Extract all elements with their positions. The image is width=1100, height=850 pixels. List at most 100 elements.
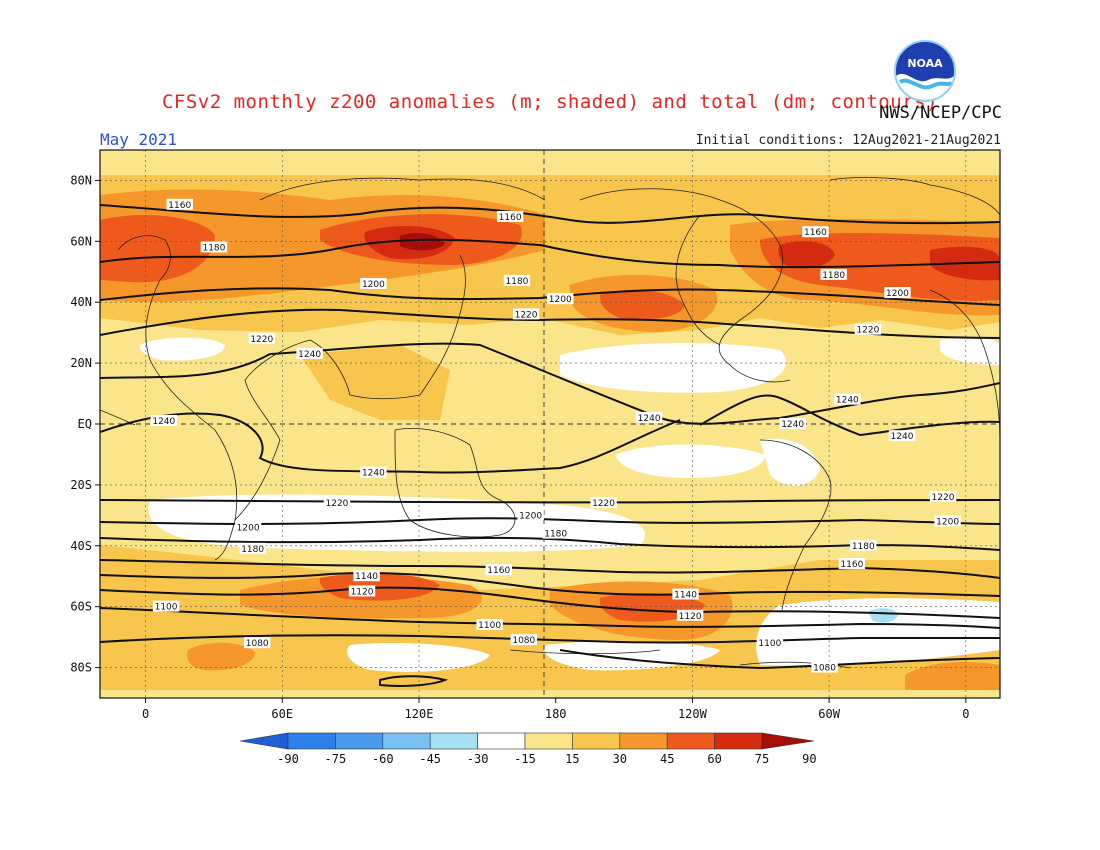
contour-label: 1100 [155, 603, 178, 613]
logo-text: NOAA [907, 57, 943, 70]
contour-label-bg [779, 418, 806, 429]
contour-label: 1180 [506, 277, 529, 287]
colorbar-bin [335, 732, 384, 750]
contour-label-bg [323, 497, 351, 509]
colorbar-label: 60 [707, 752, 721, 766]
contour-label-bg [248, 332, 275, 344]
contour-label-bg [756, 637, 784, 649]
contour-label-bg [496, 210, 524, 222]
x-tick-label: 60W [818, 707, 840, 721]
contour-label: 1240 [152, 417, 175, 427]
initial-conditions: Initial conditions: 12Aug2021-21Aug2021 [695, 133, 1001, 148]
contour-label: 1160 [168, 201, 191, 211]
y-tick-label: 60S [70, 600, 92, 614]
contour-label-bg [503, 274, 531, 286]
colorbar-label: 15 [565, 752, 579, 766]
contour-label: 1240 [362, 469, 385, 479]
contour-label-bg [802, 226, 829, 238]
chart-title: CFSv2 monthly z200 anomalies (m; shaded)… [161, 91, 939, 113]
y-tick-label: 20S [70, 478, 92, 492]
contour-label: 1220 [856, 326, 879, 336]
contour-label-bg [590, 497, 617, 509]
contour-label: 1160 [840, 560, 863, 570]
contour-label-bg [850, 539, 877, 551]
contour-label: 1220 [932, 493, 955, 503]
y-tick-label: 80S [70, 661, 92, 675]
y-tick-label: EQ [78, 417, 92, 431]
contour-label: 1220 [515, 310, 538, 320]
contour-label-bg [547, 293, 574, 305]
colorbar-label: -45 [419, 752, 441, 766]
contour-label-bg [834, 393, 861, 405]
contour-label: 1080 [246, 639, 269, 649]
colorbar-bin [761, 732, 815, 750]
y-tick-label: 40N [70, 295, 92, 309]
colorbar-label: -90 [277, 752, 299, 766]
contour-label-bg [353, 570, 380, 582]
noaa-logo: NOAA [894, 40, 956, 102]
colorbar-bin [287, 732, 336, 750]
colorbar-bin [477, 732, 526, 750]
contour-label-bg [244, 637, 271, 649]
contour-label-bg [542, 527, 569, 539]
contour-label: 1220 [592, 499, 615, 509]
contour-label-bg [200, 241, 228, 253]
colorbar-bin [666, 732, 715, 750]
contour-label-bg [166, 198, 193, 210]
valid-month: May 2021 [100, 130, 178, 149]
contour-label: 1220 [250, 335, 273, 345]
contour-label: 1220 [326, 499, 349, 509]
contour-label-bg [152, 600, 180, 612]
contour-label-bg [676, 609, 704, 621]
contour-label-bg [811, 661, 838, 673]
colorbar-label: 75 [755, 752, 769, 766]
x-axis-ticks: 0 60E 120E 180 120W 60W 0 [142, 698, 969, 721]
contour-label: 1180 [241, 545, 264, 555]
y-tick-label: 20N [70, 356, 92, 370]
contour-label: 1240 [638, 414, 661, 424]
x-tick-label: 120E [405, 707, 434, 721]
height-contours [100, 204, 1000, 687]
colorbar-bin [429, 732, 478, 750]
colorbar-label: -30 [467, 752, 489, 766]
contour-label: 1180 [852, 542, 875, 552]
colorbar-label: -75 [325, 752, 347, 766]
agency-label: NWS/NCEP/CPC [879, 103, 1002, 123]
contour-label: 1160 [487, 566, 510, 576]
colorbar-label: -15 [514, 752, 536, 766]
contour-label-bg [485, 564, 512, 576]
contour-label-bg [360, 466, 387, 478]
colorbar-label: 30 [613, 752, 627, 766]
contour-label-bg [512, 308, 540, 320]
contour-label: 1200 [237, 524, 260, 534]
y-tick-label: 60N [70, 234, 92, 248]
x-tick-label: 120W [678, 707, 708, 721]
contour-label-bg [234, 521, 262, 533]
contour-label: 1080 [512, 636, 535, 646]
contour-label-bg [348, 585, 376, 597]
contour-label-bg [517, 509, 544, 521]
colorbar-bin [524, 732, 573, 750]
contour-label-bg [150, 414, 177, 426]
y-tick-label: 40S [70, 539, 92, 553]
contour-label: 1100 [758, 639, 781, 649]
contour-label-bg [635, 411, 663, 423]
x-tick-label: 180 [545, 707, 567, 721]
contour-label: 1240 [836, 396, 859, 406]
contour-label: 1240 [298, 350, 321, 360]
colorbar-bin [382, 732, 431, 750]
contour-label: 1120 [679, 612, 702, 622]
contour-label: 1180 [822, 271, 845, 281]
colorbar-bin [239, 732, 289, 750]
y-axis-ticks: 80N 60N 40N 20N EQ 20S 40S 60S 80S [70, 173, 100, 675]
colorbar-bin [572, 732, 621, 750]
contour-label-bg [929, 491, 957, 503]
contour-label-bg [296, 347, 323, 359]
contour-label-bg [510, 634, 537, 646]
contour-label: 1240 [781, 420, 804, 430]
contour-label: 1240 [891, 432, 914, 442]
x-tick-label: 0 [142, 707, 149, 721]
contour-label-bg [838, 558, 866, 570]
y-tick-label: 80N [70, 173, 92, 187]
